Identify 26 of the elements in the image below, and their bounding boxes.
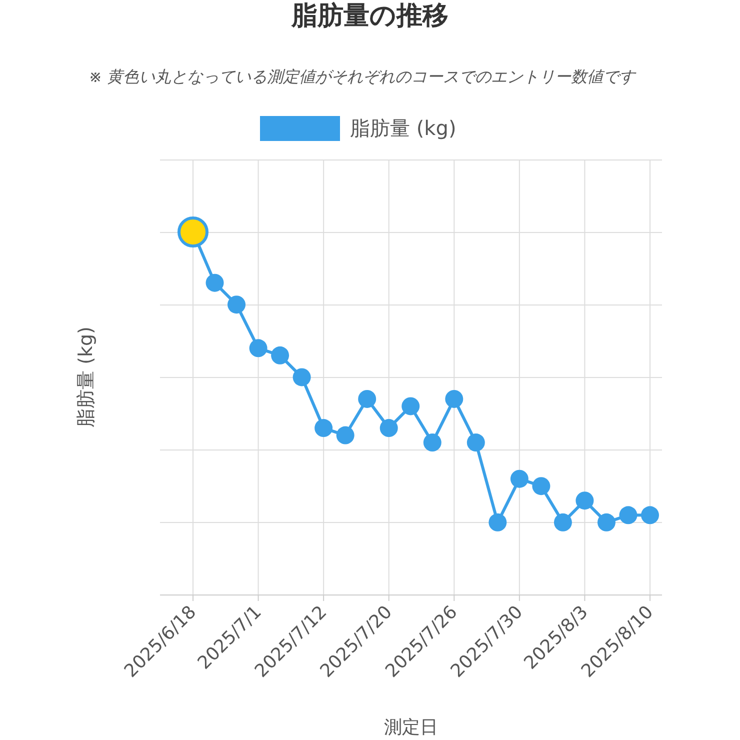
x-axis-title: 測定日 xyxy=(384,717,438,738)
point xyxy=(641,506,659,524)
point xyxy=(532,477,550,496)
point xyxy=(249,339,268,358)
y-axis-title: 脂肪量 (kg) xyxy=(75,326,97,428)
legend-label: 脂肪量 (kg) xyxy=(350,116,456,140)
point xyxy=(206,274,224,292)
point xyxy=(597,513,616,532)
point xyxy=(292,368,311,386)
point xyxy=(445,390,464,408)
point xyxy=(576,492,594,510)
point xyxy=(488,513,507,532)
point xyxy=(466,434,485,452)
point xyxy=(423,434,442,452)
chart-subtitle: ※ 黄色い丸となっている測定値がそれぞれのコースでのエントリー数値です xyxy=(88,67,638,86)
point xyxy=(380,419,398,438)
chart-title: 脂肪量の推移 xyxy=(290,1,448,31)
point xyxy=(271,346,290,364)
point xyxy=(314,419,333,438)
point xyxy=(402,397,420,416)
point xyxy=(619,506,638,524)
point xyxy=(228,296,246,314)
point xyxy=(510,470,528,488)
point xyxy=(358,390,376,408)
point xyxy=(554,513,572,532)
point xyxy=(336,426,354,444)
